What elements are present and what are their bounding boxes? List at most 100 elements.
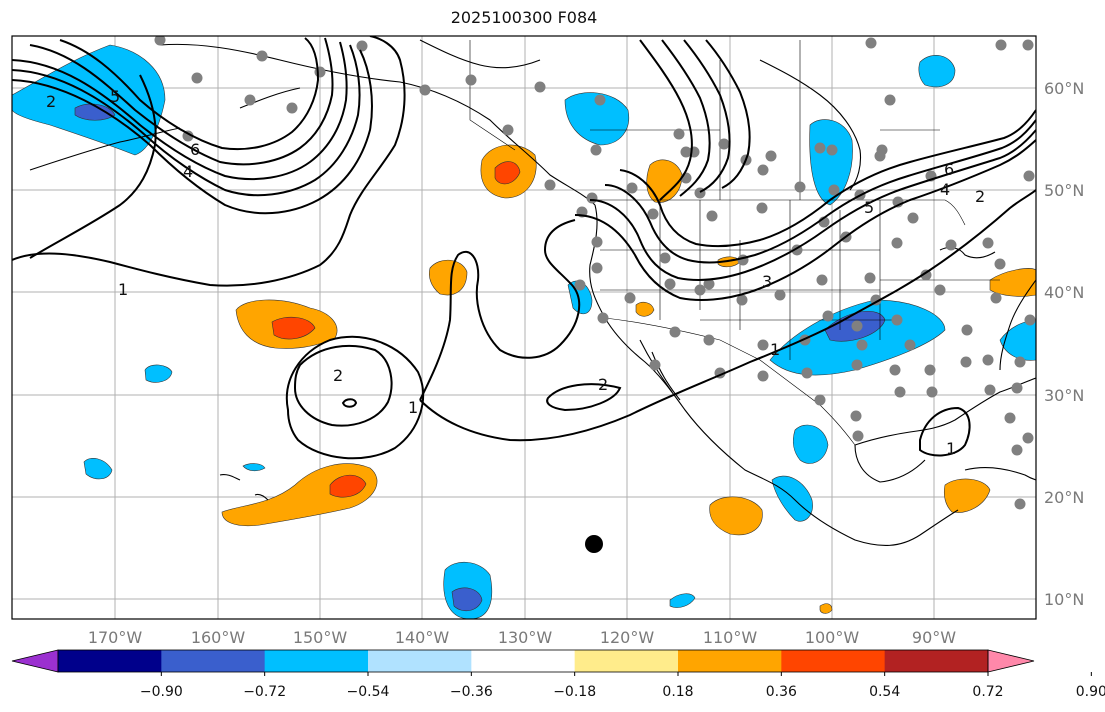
lon-label-160w: 160°W [191,628,246,647]
contour-1-trough [419,189,1036,442]
coast-aleutians [29,87,301,171]
height-contours [12,36,1036,460]
contour-label: 2 [598,375,608,394]
contour-label: 1 [408,398,418,417]
colorbar-tick-label: 0.72 [972,684,1003,700]
colorbar-outline [57,649,989,673]
location-marker [585,535,603,553]
colorbar-tick-label: −0.18 [553,684,596,700]
colorbar-segment [471,650,576,672]
lat-label-30: 30°N [1044,386,1084,405]
contour-label: 1 [946,439,956,458]
lon-label-120w: 120°W [600,628,655,647]
longitude-labels: 170°W 160°W 150°W 140°W 130°W 120°W 110°… [88,628,956,647]
contour-west-trough-1 [419,219,581,401]
contour-labels: 2 5 6 4 1 2 1 2 3 5 4 6 2 1 1 [46,87,985,458]
neg-region-hudson [809,119,853,206]
borders [469,40,1000,446]
colorbar-tick-label: 0.90 [1076,684,1105,700]
neg-region-mexico [792,424,829,464]
graticule [12,36,1036,619]
contour-aleutian-4 [29,37,334,166]
pos-core-hawaii-north [271,316,316,340]
contour-2-small [341,398,358,408]
contour-2-trough [546,383,622,412]
neg-region-bc [564,92,630,146]
anomaly-shading [12,44,1036,619]
lat-label-40: 40°N [1044,283,1084,302]
contour-trough-5 [604,119,1036,264]
neg-region-small-4 [669,593,696,608]
coast-gulf [854,377,1036,446]
colorbar-tick-label: 0.18 [662,684,693,700]
lat-label-20: 20°N [1044,488,1084,507]
pos-core-gulf-alaska [494,161,521,185]
contour-1-east [919,406,971,457]
colorbar-segment [264,650,369,672]
colorbar-extend-high [987,649,1035,673]
border-us-canada [595,199,966,226]
lon-label-150w: 150°W [293,628,348,647]
border-us-mexico [604,317,856,446]
colorbar-tick-label: −0.36 [450,684,493,700]
contour-label: 1 [770,340,780,359]
colorbar-segment [58,650,162,672]
pos-region-offshore [429,259,468,296]
contour-north-4 [705,39,751,189]
contour-north-2 [661,39,711,197]
neg-region-gulf [771,475,813,522]
coast-hawaii [219,474,269,501]
neg-region-labrador [918,55,956,88]
colorbar-segment [368,650,472,672]
contour-trough-4 [589,129,1036,281]
contour-label: 6 [190,140,200,159]
contour-label: 3 [762,272,772,291]
contour-label: 2 [975,187,985,206]
lon-label-140w: 140°W [395,628,450,647]
border-alaska-canada [469,40,516,151]
lon-label-90w: 90°W [912,628,956,647]
latitude-labels: 60°N 50°N 40°N 30°N 20°N 10°N [1044,79,1084,609]
pos-region-caribbean [943,478,991,513]
contour-1-main [12,36,406,287]
contour-label: 4 [940,180,950,199]
contour-label: 5 [864,198,874,217]
neg-region-small-3 [242,463,266,472]
colorbar-segment [574,650,679,672]
neg-region-east [999,319,1036,361]
colorbar-segment [884,650,989,672]
contour-label: 4 [183,162,193,181]
colorbar [11,649,1035,673]
coastlines [29,39,1036,547]
contour-label: 5 [110,87,120,106]
colorbar-tick-label: 0.36 [766,684,797,700]
contour-aleutian-2 [12,44,361,197]
lon-label-130w: 130°W [498,628,553,647]
lon-label-170w: 170°W [88,628,143,647]
coast-east [999,279,1036,371]
contour-trough-6 [619,109,1036,248]
border-states-2 [600,249,1000,321]
contour-aleutian-1 [12,49,373,215]
colorbar-extend-low [11,649,59,673]
pos-region-small-1 [635,301,655,317]
lat-label-10: 10°N [1044,590,1084,609]
lon-label-100w: 100°W [805,628,860,647]
coast-alaska [159,43,596,206]
contour-label: 6 [944,160,954,179]
lon-label-110w: 110°W [703,628,758,647]
contour-trough-3 [574,139,1036,301]
neg-region-small-2 [83,457,113,480]
neg-core-pacific-south [451,587,483,612]
plot-frame [11,35,1037,620]
colorbar-segment [781,650,886,672]
pos-region-small-3 [819,603,833,614]
border-canada-provinces [590,40,940,200]
contour-aleutian-5 [59,37,320,151]
colorbar-tick-label: 0.54 [869,684,900,700]
contour-aleutian-3 [12,41,348,181]
coast-west [589,204,959,547]
colorbar-tick-label: −0.90 [140,684,183,700]
colorbar-segment [678,650,782,672]
neg-region-small-1 [144,364,173,383]
